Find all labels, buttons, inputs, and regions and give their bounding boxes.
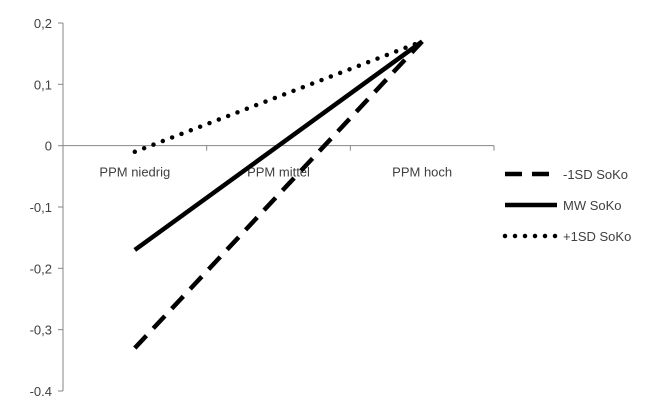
x-axis-labels: PPM niedrig PPM mittel PPM hoch	[99, 165, 452, 180]
y-tick-label: -0,3	[30, 323, 52, 338]
x-category-label: PPM mittel	[247, 165, 310, 180]
y-tick-label: 0,2	[34, 16, 52, 31]
series-line	[132, 39, 425, 155]
y-tick-label: 0,1	[34, 77, 52, 92]
y-tick-label: -0,1	[30, 200, 52, 215]
y-tick-label: 0	[45, 139, 52, 154]
legend-label: +1SD SoKo	[563, 229, 631, 244]
series-line	[133, 39, 424, 350]
legend-label: MW SoKo	[563, 198, 622, 213]
legend-label: -1SD SoKo	[563, 167, 628, 182]
x-category-label: PPM niedrig	[99, 165, 170, 180]
axes	[62, 23, 495, 391]
series-lines	[132, 39, 425, 350]
y-tick-label: -0.4	[30, 384, 52, 399]
y-tick-label: -0,2	[30, 261, 52, 276]
series-line	[133, 39, 424, 252]
y-axis-ticks: 0,2 0,1 0 -0,1 -0,2 -0,3 -0.4	[30, 16, 63, 399]
legend: -1SD SoKo MW SoKo +1SD SoKo	[502, 167, 631, 244]
x-category-label: PPM hoch	[392, 165, 452, 180]
